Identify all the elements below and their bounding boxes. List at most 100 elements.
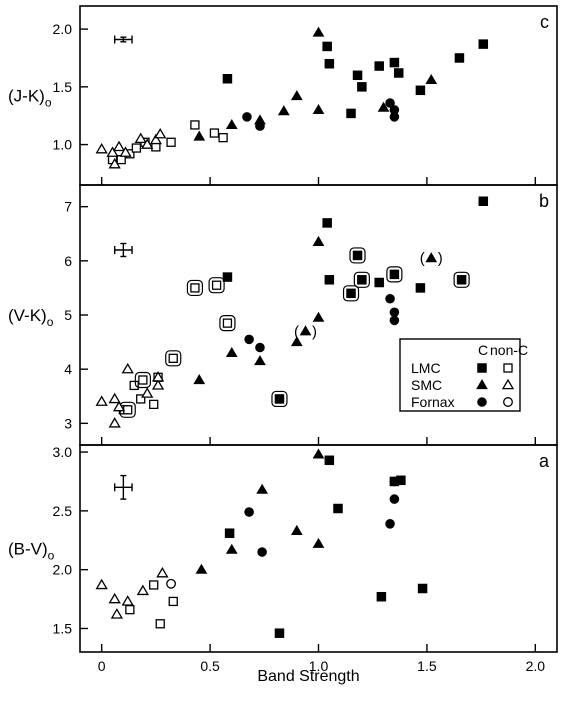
point-fornax-c (389, 315, 400, 326)
y-tick-label: 3.0 (53, 444, 73, 460)
point-lmc-c (389, 269, 400, 280)
point-smc-nonc (121, 595, 134, 606)
point-lmc-nonc (168, 596, 178, 607)
point-smc-c (290, 524, 303, 535)
point-smc-nonc (154, 127, 167, 139)
point-lmc-c (222, 272, 233, 282)
point-smc-nonc (141, 387, 154, 398)
point-smc-c (312, 26, 325, 37)
legend-marker-fornax-nonc (503, 397, 513, 407)
y-axis-label: (J-K)o (8, 87, 52, 110)
point-smc-nonc (136, 584, 150, 596)
bracket-mark (186, 279, 204, 297)
point-lmc-nonc (222, 318, 233, 328)
point-smc-nonc (106, 146, 119, 157)
point-smc-c (312, 235, 325, 246)
point-smc-c (312, 537, 325, 548)
point-fornax-c (244, 507, 254, 517)
point-fornax-c (244, 334, 254, 345)
point-lmc-nonc (218, 133, 228, 143)
point-lmc-nonc (136, 394, 146, 404)
point-lmc-nonc (149, 580, 159, 590)
point-lmc-c (389, 57, 400, 68)
panel-frame (79, 444, 558, 653)
bracket-mark (219, 315, 236, 332)
point-fornax-c (389, 476, 400, 487)
y-tick-label: 6 (64, 253, 72, 269)
bracket-mark: ( (420, 250, 425, 267)
legend: C non-C LMC SMC Fornax (399, 338, 528, 412)
panel-a: 1.5 2.0 2.5 3.0 0 0.5 1.0 1.5 2.0 Band Strength (B… (8, 444, 558, 685)
legend-marker-lmc-nonc (503, 363, 513, 373)
error-bar (113, 35, 133, 44)
point-fornax-c (255, 342, 265, 353)
point-smc-c (195, 563, 208, 574)
y-axis-label: (V-K)o (8, 306, 54, 329)
point-lmc-nonc (190, 283, 200, 293)
point-smc-nonc (156, 566, 169, 578)
point-lmc-nonc (155, 619, 165, 629)
bracket-mark: ) (438, 250, 443, 267)
point-smc-nonc (108, 392, 121, 404)
x-tick-label: 2.0 (526, 658, 546, 674)
point-lmc-nonc (131, 143, 142, 153)
bracket-mark (453, 271, 470, 288)
point-fornax-c (242, 112, 252, 122)
point-smc-c (256, 483, 268, 494)
point-lmc-c (478, 39, 489, 49)
point-smc-nonc (108, 157, 121, 169)
y-tick-label: 4 (64, 361, 72, 377)
y-tick-label: 3 (64, 415, 72, 431)
point-smc-nonc (95, 142, 108, 154)
x-tick-label: 1.0 (309, 658, 329, 674)
point-smc-nonc (141, 138, 154, 149)
point-lmc-c (224, 528, 235, 538)
point-lmc-c (357, 275, 367, 285)
y-tick-label: 2.5 (53, 503, 73, 519)
point-lmc-c (324, 275, 335, 285)
point-smc-c (254, 355, 266, 366)
point-lmc-nonc (166, 137, 176, 147)
y-tick-label: 1.0 (53, 137, 73, 153)
y-tick-label: 2.0 (53, 562, 73, 578)
point-lmc-c (346, 288, 356, 299)
panel-c: 1.0 1.5 2.0 (J-K)o c (8, 5, 558, 186)
point-smc-c (225, 346, 238, 358)
point-lmc-c (374, 277, 384, 288)
point-smc-c (277, 105, 290, 116)
x-axis-label: Band Strength (257, 668, 359, 685)
point-lmc-c (454, 53, 465, 63)
y-tick-label: 1.5 (53, 620, 73, 636)
bracket-mark (342, 285, 360, 302)
point-lmc-c (357, 82, 367, 92)
point-smc-c (425, 252, 438, 263)
point-lmc-c (322, 41, 332, 52)
point-lmc-c (322, 218, 332, 228)
point-lmc-c (274, 394, 285, 404)
y-tick-label: 7 (64, 199, 72, 215)
point-smc-c (290, 90, 303, 101)
point-smc-nonc (134, 132, 147, 144)
legend-label-fornax: Fornax (411, 394, 455, 410)
x-tick-label: 1.5 (417, 658, 437, 674)
bracket-mark: ) (312, 323, 317, 340)
x-tick-label: 0.5 (200, 658, 220, 674)
bracket-mark (271, 390, 288, 408)
point-lmc-c (333, 503, 343, 514)
bracket-mark (353, 271, 370, 288)
point-lmc-c (393, 68, 404, 78)
point-fornax-c (255, 121, 265, 131)
point-fornax-c (389, 307, 400, 318)
point-smc-nonc (108, 417, 121, 428)
y-tick-label: 2.0 (53, 21, 73, 37)
point-smc-c (312, 103, 325, 115)
point-smc-c (425, 73, 438, 85)
point-lmc-nonc (149, 399, 159, 410)
point-fornax-c (257, 547, 267, 557)
point-lmc-nonc (123, 405, 133, 415)
point-fornax-c (389, 112, 400, 122)
point-smc-c (312, 311, 325, 322)
point-smc-nonc (121, 362, 134, 374)
legend-marker-smc-c (476, 379, 488, 390)
